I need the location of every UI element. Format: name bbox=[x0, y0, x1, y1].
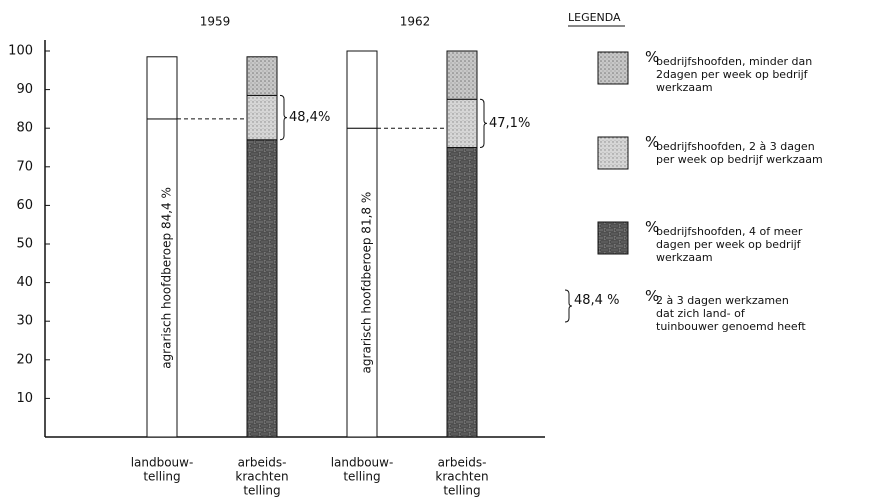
legend-text: 2 à 3 dagen werkzamen dat zich land- of … bbox=[656, 294, 806, 333]
legend-swatch bbox=[597, 51, 629, 85]
x-tick-label: telling bbox=[343, 470, 380, 484]
y-tick-label: 70 bbox=[16, 159, 33, 174]
y-tick-label: 60 bbox=[16, 198, 33, 213]
x-tick-label: telling bbox=[243, 484, 280, 498]
bar-segment bbox=[146, 118, 178, 438]
bar-segment bbox=[246, 94, 278, 141]
legend-text: bedrijfshoofden, minder dan 2dagen per w… bbox=[656, 55, 813, 94]
brace-label: 48,4% bbox=[289, 110, 330, 125]
x-tick-label: arbeids- bbox=[438, 456, 487, 470]
bar-segment bbox=[246, 56, 278, 96]
y-tick-label: 30 bbox=[16, 314, 33, 329]
y-tick-label: 100 bbox=[8, 44, 33, 59]
bar-segment bbox=[446, 50, 478, 100]
bar-text: agrarisch hoofdberoep 84,4 % bbox=[160, 187, 174, 369]
bar-segment bbox=[446, 98, 478, 148]
y-tick-label: 80 bbox=[16, 121, 33, 136]
legend-sample: 48,4 % bbox=[574, 293, 620, 308]
bar-text: agrarisch hoofdberoep 81,8 % bbox=[360, 192, 374, 374]
brace bbox=[479, 98, 488, 148]
legend-title: LEGENDA bbox=[568, 11, 621, 24]
x-tick-label: krachten bbox=[435, 470, 488, 484]
brace-label: 47,1% bbox=[489, 116, 530, 131]
x-tick-label: landbouw- bbox=[131, 456, 194, 470]
group-label: 1959 bbox=[200, 15, 231, 29]
legend-symbol: % bbox=[645, 287, 660, 305]
legend-symbol: % bbox=[645, 48, 660, 66]
legend-text: bedrijfshoofden, 4 of meer dagen per wee… bbox=[656, 225, 803, 264]
y-tick-label: 40 bbox=[16, 275, 33, 290]
legend-swatch bbox=[597, 136, 629, 170]
x-tick-label: telling bbox=[443, 484, 480, 498]
group-label: 1962 bbox=[400, 15, 431, 29]
bar-segment bbox=[346, 50, 378, 129]
bar-segment bbox=[146, 56, 178, 120]
legend-symbol: % bbox=[645, 218, 660, 236]
legend-brace bbox=[564, 289, 573, 323]
bar-segment bbox=[246, 139, 278, 438]
bar-segment bbox=[446, 147, 478, 438]
x-tick-label: arbeids- bbox=[238, 456, 287, 470]
y-tick-label: 20 bbox=[16, 352, 33, 367]
legend-text: bedrijfshoofden, 2 à 3 dagen per week op… bbox=[656, 140, 823, 166]
x-tick-label: telling bbox=[143, 470, 180, 484]
legend-symbol: % bbox=[645, 133, 660, 151]
x-tick-label: landbouw- bbox=[331, 456, 394, 470]
y-tick-label: 50 bbox=[16, 237, 33, 252]
y-tick-label: 90 bbox=[16, 82, 33, 97]
brace bbox=[279, 94, 288, 141]
legend-swatch bbox=[597, 221, 629, 255]
x-tick-label: krachten bbox=[235, 470, 288, 484]
y-tick-label: 10 bbox=[16, 391, 33, 406]
